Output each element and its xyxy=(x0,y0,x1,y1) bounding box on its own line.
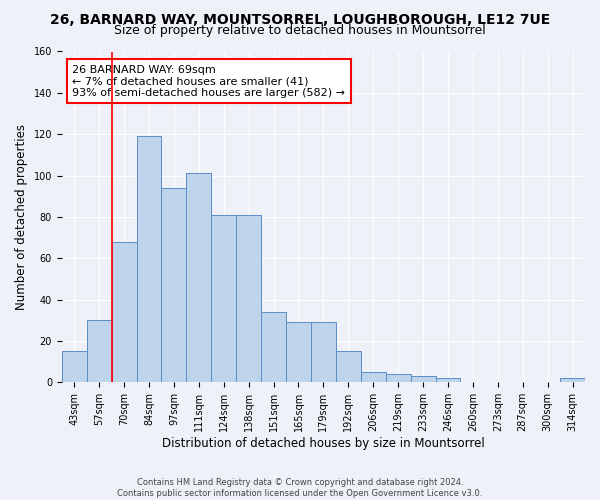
Bar xyxy=(62,352,86,382)
Bar xyxy=(560,378,585,382)
Bar xyxy=(386,374,410,382)
Bar xyxy=(361,372,386,382)
Bar xyxy=(137,136,161,382)
Text: 26 BARNARD WAY: 69sqm
← 7% of detached houses are smaller (41)
93% of semi-detac: 26 BARNARD WAY: 69sqm ← 7% of detached h… xyxy=(72,64,345,98)
Bar xyxy=(161,188,187,382)
Bar xyxy=(410,376,436,382)
X-axis label: Distribution of detached houses by size in Mountsorrel: Distribution of detached houses by size … xyxy=(162,437,485,450)
Bar xyxy=(236,215,261,382)
Bar xyxy=(187,174,211,382)
Text: Size of property relative to detached houses in Mountsorrel: Size of property relative to detached ho… xyxy=(114,24,486,37)
Bar xyxy=(112,242,137,382)
Bar xyxy=(311,322,336,382)
Y-axis label: Number of detached properties: Number of detached properties xyxy=(15,124,28,310)
Text: Contains HM Land Registry data © Crown copyright and database right 2024.
Contai: Contains HM Land Registry data © Crown c… xyxy=(118,478,482,498)
Bar xyxy=(336,352,361,382)
Bar xyxy=(211,215,236,382)
Bar xyxy=(86,320,112,382)
Bar xyxy=(286,322,311,382)
Text: 26, BARNARD WAY, MOUNTSORREL, LOUGHBOROUGH, LE12 7UE: 26, BARNARD WAY, MOUNTSORREL, LOUGHBOROU… xyxy=(50,12,550,26)
Bar xyxy=(436,378,460,382)
Bar xyxy=(261,312,286,382)
